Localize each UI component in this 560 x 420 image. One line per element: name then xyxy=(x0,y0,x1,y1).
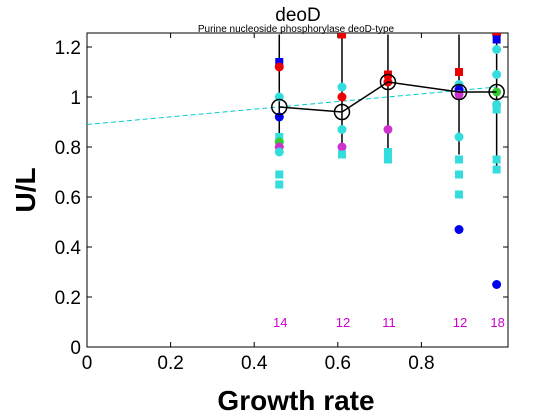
data-point-square xyxy=(275,170,284,179)
data-point-square xyxy=(275,133,284,141)
sample-count-label: 14 xyxy=(273,315,287,330)
data-point-square xyxy=(275,58,284,66)
mean-marker xyxy=(333,103,351,121)
data-point-circle xyxy=(337,142,347,152)
y-tick-label: 1.2 xyxy=(55,38,81,59)
data-point-square xyxy=(337,150,346,159)
data-point-circle xyxy=(454,225,464,234)
data-point-circle xyxy=(454,132,464,142)
data-point-circle xyxy=(383,125,393,134)
data-point-circle xyxy=(274,147,284,157)
chart-subtitle: Purine nucleoside phosphorylase deoD-typ… xyxy=(198,24,395,35)
data-point-square xyxy=(383,155,392,164)
data-point-square xyxy=(492,35,501,44)
y-tick-label: 0.4 xyxy=(55,238,82,259)
sample-count-label: 12 xyxy=(453,315,467,330)
sample-count-label: 12 xyxy=(336,315,350,330)
data-point-circle xyxy=(337,125,347,134)
data-point-circle xyxy=(492,280,502,289)
y-tick-label: 1 xyxy=(70,88,81,109)
sample-count-label: 18 xyxy=(490,315,504,330)
data-point-square xyxy=(492,155,501,164)
x-tick-label: 0 xyxy=(82,353,93,374)
plot-area: 0 0.2 0.4 0.6 0.8 0 0.2 0.4 0.6 0.8 1 1.2 14 12 11 12 18 xyxy=(55,32,509,374)
mean-line xyxy=(279,81,497,113)
data-point-circle xyxy=(274,62,284,72)
x-tick-label: 0.8 xyxy=(408,353,434,374)
mean-marker xyxy=(379,73,397,91)
data-point-square xyxy=(492,165,501,174)
mean-marker xyxy=(271,98,288,116)
data-point-circle xyxy=(492,70,502,79)
x-tick-label: 0.6 xyxy=(325,353,351,374)
y-tick-label: 0.6 xyxy=(55,188,81,209)
y-tick-label: 0.8 xyxy=(55,138,81,159)
mean-marker xyxy=(450,83,468,101)
y-tick-label: 0.2 xyxy=(55,288,81,309)
data-point-square xyxy=(337,33,346,39)
data-point-square xyxy=(455,190,464,199)
mean-marker xyxy=(488,83,505,101)
data-point-circle xyxy=(337,82,347,92)
trend-line xyxy=(87,86,497,125)
x-axis-title: Growth rate xyxy=(217,385,374,416)
y-axis-title: U/L xyxy=(10,167,41,212)
sample-count-label: 11 xyxy=(382,315,396,330)
data-point-square xyxy=(455,170,464,179)
y-tick-label: 0 xyxy=(70,338,81,359)
data-point-square xyxy=(275,180,284,189)
x-tick-label: 0.2 xyxy=(157,353,183,374)
data-point-square xyxy=(455,68,464,76)
x-tick-label: 0.4 xyxy=(241,353,268,374)
data-point-circle xyxy=(337,92,347,102)
data-point-square xyxy=(492,105,501,114)
data-point-circle xyxy=(492,45,502,54)
data-point-square xyxy=(383,148,392,156)
data-point-square xyxy=(455,155,464,164)
plot-frame xyxy=(86,32,509,348)
chart-title: deoD xyxy=(275,5,320,26)
data-layer xyxy=(87,33,505,289)
